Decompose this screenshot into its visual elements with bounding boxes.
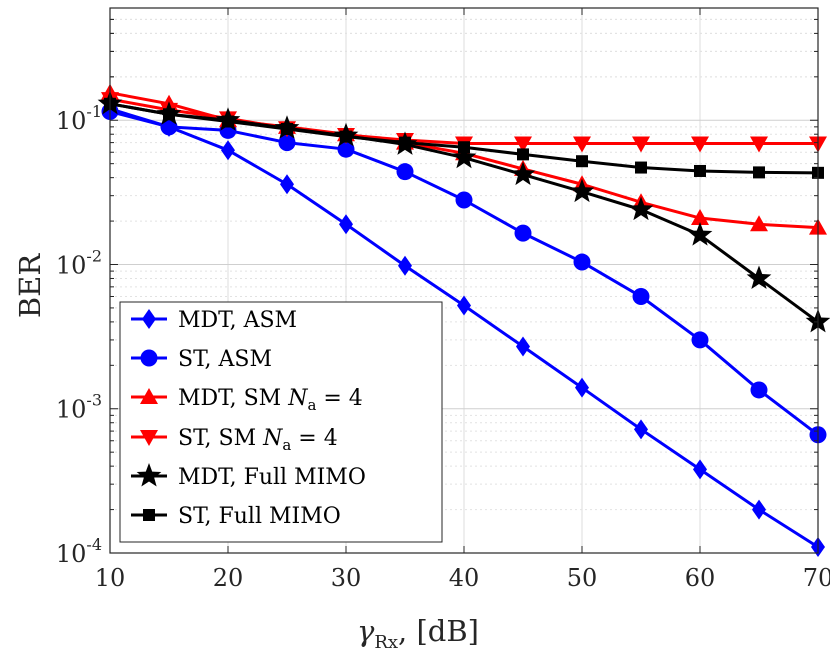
x-axis-label: γRx, [dB] [357,614,479,651]
y-axis-label: BER [13,253,47,318]
series-1-point-8 [573,253,591,271]
y-tick-label--4: 10-4 [56,535,102,568]
legend-label-mdt-sm-eq: = 4 [316,386,362,411]
series-1-point-7 [514,224,532,242]
series-5-point-1 [163,108,175,121]
series-4-point-10 [687,222,713,246]
series-5-point-11 [753,166,765,179]
legend-label-mdt-sm-a: a [307,396,316,414]
series-4-point-8 [569,178,595,203]
series-5-point-3 [281,122,293,135]
x-tick-label-40: 40 [449,564,480,592]
series-1-point-11 [750,381,768,399]
legend-marker-0 [142,309,156,329]
series-5 [104,97,824,179]
series-4-point-6 [451,144,477,169]
series-1-point-9 [632,288,650,306]
legend-markers [131,309,167,521]
series-3-point-11 [750,136,768,153]
y-tick-exp: -1 [86,102,102,121]
series-1-point-4 [337,140,355,158]
legend-marker-3 [140,430,158,446]
legend-marker-4 [136,463,162,487]
x-axis-label-rest: , [dB] [398,614,479,648]
series-5-point-2 [222,115,234,128]
legend-label-mdt-full-mimo: MDT, Full MIMO [178,465,366,490]
series-1-point-3 [278,134,296,152]
x-tick-label-50: 50 [567,564,598,592]
series-4-point-9 [628,196,654,221]
series-0-point-6 [457,295,471,316]
grid [109,8,819,554]
series-5-point-4 [340,130,352,143]
legend-label-mdt-sm-n: N [287,386,308,411]
series-3-point-9 [632,136,650,153]
legend-box [119,301,443,543]
series-4-point-7 [510,161,536,186]
legend-label-st-sm-n: N [262,426,283,451]
y-tick-label--1: 10-1 [56,102,102,135]
x-tick-label-30: 30 [331,564,362,592]
series-0-point-10 [693,459,707,480]
series-1-point-6 [455,191,473,209]
series-5-point-6 [458,141,470,154]
legend-label-mdt-sm: MDT, SM Na = 4 [178,386,363,414]
y-tick-base: 10 [56,540,87,568]
legend-marker-5 [143,509,155,521]
legend-marker-1 [140,349,158,367]
series-3-point-8 [573,136,591,153]
legend-label-st-sm-a: a [282,436,291,454]
series-3-point-10 [691,136,709,153]
y-tick-exp: -3 [86,391,102,410]
series-5-point-9 [635,161,647,174]
legend-label-st-sm-eq: = 4 [291,426,337,451]
series-5-point-10 [694,164,706,177]
series-1-point-1 [160,118,178,136]
series-5-point-5 [399,136,411,149]
series-0-point-9 [634,419,648,440]
legend-label-st-sm-prefix: ST, SM [178,426,263,451]
legend-label-mdt-sm-prefix: MDT, SM [178,386,288,411]
x-tick-label-70: 70 [803,564,830,592]
legend-marker-2 [140,388,158,404]
x-tick-label-60: 60 [685,564,716,592]
y-tick-label--3: 10-3 [56,391,102,424]
series-2-point-11 [750,215,768,232]
series-0-point-3 [280,174,294,195]
legend: MDT, ASM ST, ASM MDT, SM Na = 4 ST, SM N… [119,301,443,543]
series-5-point-8 [576,155,588,168]
y-tick-label--2: 10-2 [56,246,102,279]
series-0-point-2 [221,140,235,161]
series-2-point-10 [691,209,709,226]
legend-label-st-asm: ST, ASM [178,347,272,372]
series-0-point-11 [752,499,766,520]
series-5-point-7 [517,148,529,161]
series-1-point-5 [396,163,414,181]
x-tick-label-10: 10 [95,564,126,592]
series-0-point-4 [339,214,353,235]
x-axis-label-main: γ [357,614,375,648]
legend-label-mdt-asm: MDT, ASM [178,308,297,333]
y-tick-exp: -4 [86,535,102,554]
series-0-point-8 [575,377,589,398]
axis-ticks [109,8,819,554]
legend-label-st-full-mimo: ST, Full MIMO [178,504,341,529]
x-axis-label-sub: Rx [374,632,398,651]
x-tick-label-20: 20 [213,564,244,592]
y-tick-base: 10 [56,251,87,279]
series-0-point-5 [398,255,412,276]
legend-label-st-sm: ST, SM Na = 4 [178,426,338,454]
series-4-point-11 [746,265,772,289]
series-3-point-7 [514,136,532,153]
series-1-point-10 [691,331,709,349]
y-tick-exp: -2 [86,246,102,265]
y-tick-base: 10 [56,107,87,135]
y-tick-base: 10 [56,396,87,424]
series-0-point-7 [516,336,530,357]
